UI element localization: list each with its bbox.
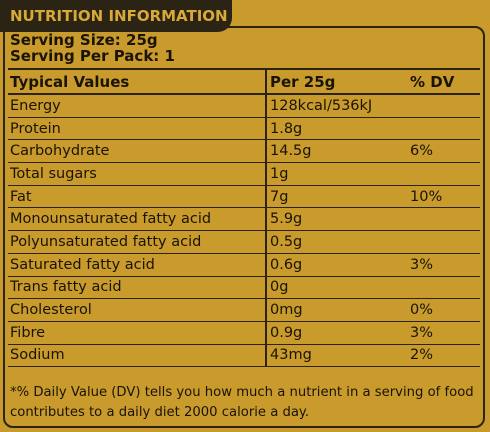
column-divider [265, 231, 267, 253]
nutrient-name: Total sugars [10, 165, 97, 182]
table-row: Saturated fatty acid 0.6g 3% [8, 253, 480, 277]
label-border [3, 26, 485, 428]
column-divider [265, 321, 267, 344]
header-per-serving: Per 25g [270, 72, 336, 91]
nutrient-name: Sodium [10, 347, 65, 364]
nutrient-name: Trans fatty acid [10, 279, 122, 296]
nutrient-dv: 3% [410, 256, 434, 273]
nutrient-dv: 3% [410, 324, 434, 341]
nutrient-amount: 7g [270, 188, 289, 205]
column-divider [265, 208, 267, 231]
column-divider [265, 253, 267, 276]
nutrient-name: Cholesterol [10, 302, 92, 319]
table-row: Trans fatty acid 0g [8, 276, 480, 300]
column-divider [265, 299, 267, 321]
nutrient-dv: 6% [410, 143, 434, 160]
nutrition-table: Typical Values Per 25g % DV Energy 128kca… [8, 68, 480, 368]
table-row: Carbohydrate 14.5g 6% [8, 140, 480, 164]
table-row: Fibre 0.9g 3% [8, 321, 480, 345]
nutrient-dv: 0% [410, 302, 434, 319]
nutrient-name: Polyunsaturated fatty acid [10, 233, 202, 250]
header-typical-values: Typical Values [10, 72, 130, 91]
nutrient-amount: 14.5g [270, 143, 312, 160]
nutrient-name: Protein [10, 120, 61, 137]
nutrient-name: Saturated fatty acid [10, 256, 155, 273]
nutrient-name: Energy [10, 97, 61, 114]
nutrient-amount: 5.9g [270, 211, 303, 228]
table-row: Fat 7g 10% [8, 185, 480, 209]
table-row: Polyunsaturated fatty acid 0.5g [8, 231, 480, 254]
nutrient-amount: 1g [270, 165, 289, 182]
table-header-row: Typical Values Per 25g % DV [8, 70, 480, 95]
table-row: Sodium 43mg 2% [8, 344, 480, 368]
column-divider [265, 140, 267, 163]
column-divider [265, 163, 267, 185]
table-row: Cholesterol 0mg 0% [8, 299, 480, 322]
footnote: *% Daily Value (DV) tells you how much a… [10, 385, 474, 420]
serving-per-pack: Serving Per Pack: 1 [10, 47, 175, 65]
column-divider [265, 276, 267, 299]
table-row: Monounsaturated fatty acid 5.9g [8, 208, 480, 232]
nutrient-name: Carbohydrate [10, 143, 110, 160]
table-row: Energy 128kcal/536kJ [8, 95, 480, 118]
column-divider [265, 344, 267, 367]
table-row: Total sugars 1g [8, 163, 480, 186]
serving-size: Serving Size: 25g [10, 31, 158, 49]
column-divider [265, 185, 267, 208]
nutrient-amount: 128kcal/536kJ [270, 97, 373, 114]
nutrient-amount: 43mg [270, 347, 312, 364]
table-row: Protein 1.8g [8, 117, 480, 141]
nutrient-amount: 1.8g [270, 120, 303, 137]
nutrient-amount: 0.9g [270, 324, 303, 341]
nutrient-amount: 0.5g [270, 233, 303, 250]
header-tab: NUTRITION INFORMATION [0, 0, 232, 32]
nutrient-name: Fat [10, 188, 32, 205]
column-divider [265, 117, 267, 140]
column-divider [265, 70, 267, 93]
nutrient-dv: 2% [410, 347, 434, 364]
nutrient-name: Fibre [10, 324, 46, 341]
nutrient-amount: 0.6g [270, 256, 303, 273]
column-divider [265, 95, 267, 117]
nutrient-amount: 0g [270, 279, 289, 296]
header-title: NUTRITION INFORMATION [10, 7, 228, 25]
header-daily-value: % DV [410, 72, 455, 91]
nutrient-amount: 0mg [270, 302, 303, 319]
nutrient-name: Monounsaturated fatty acid [10, 211, 212, 228]
nutrient-dv: 10% [410, 188, 443, 205]
